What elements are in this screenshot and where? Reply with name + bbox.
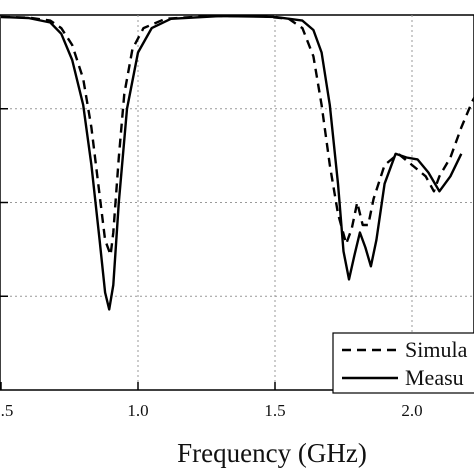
x-tick-label: 2.0 bbox=[401, 401, 422, 420]
x-tick-label: .5 bbox=[1, 401, 14, 420]
x-axis-label: Frequency (GHz) bbox=[177, 438, 367, 468]
legend-box bbox=[332, 332, 474, 394]
x-ticks: .5 1.0 1.5 2.0 bbox=[0, 382, 423, 420]
x-tick-label: 1.5 bbox=[264, 401, 285, 420]
legend-label-measured: Measu bbox=[405, 365, 464, 390]
x-tick-label: 1.0 bbox=[127, 401, 148, 420]
series-group bbox=[0, 14, 474, 311]
series-line-simulated bbox=[0, 14, 474, 257]
grid bbox=[0, 15, 474, 390]
series-line-measured bbox=[0, 14, 463, 311]
legend-label-simulated: Simula bbox=[405, 337, 468, 362]
legend: Simula Measu bbox=[332, 332, 474, 394]
